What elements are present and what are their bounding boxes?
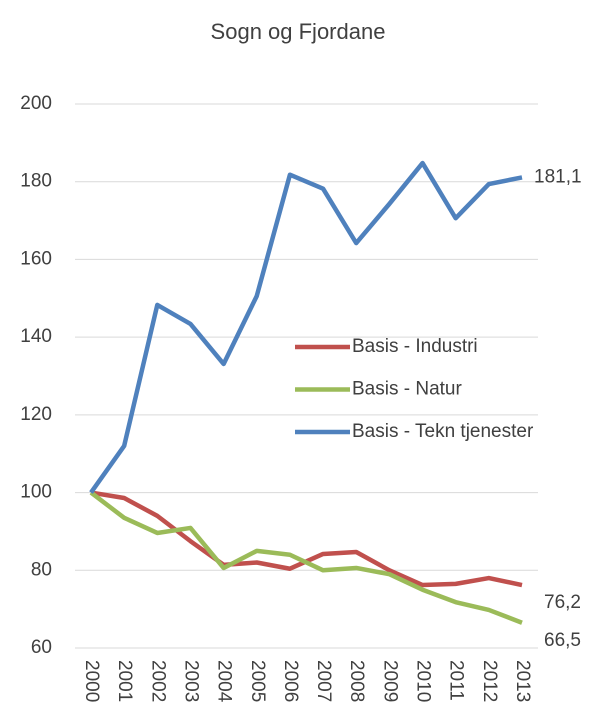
y-tick-label: 120	[20, 404, 52, 425]
x-tick-label: 2000	[81, 660, 102, 702]
series-line	[90, 490, 523, 588]
y-tick-label: 200	[20, 93, 52, 114]
chart-title: Sogn og Fjordane	[211, 19, 386, 44]
end-label: 76,2	[544, 592, 581, 613]
y-tick-label: 100	[20, 482, 52, 503]
x-tick-label: 2004	[214, 660, 235, 703]
legend-label: Basis - Industri	[352, 336, 478, 357]
x-tick-label: 2013	[512, 660, 533, 702]
y-tick-label: 80	[31, 559, 52, 580]
legend-label: Basis - Natur	[352, 379, 462, 400]
x-tick-label: 2003	[180, 660, 201, 702]
x-tick-label: 2009	[379, 660, 400, 702]
y-tick-label: 140	[20, 326, 52, 347]
x-tick-label: 2011	[446, 660, 467, 701]
legend-label: Basis - Tekn tjenester	[352, 421, 534, 442]
y-tick-label: 160	[20, 248, 52, 269]
x-tick-label: 2001	[114, 660, 135, 702]
x-tick-label: 2012	[479, 660, 500, 702]
x-tick-label: 2005	[247, 660, 268, 702]
series-line	[89, 490, 523, 625]
end-label: 66,5	[544, 630, 581, 651]
y-tick-label: 60	[31, 637, 52, 658]
y-tick-label: 180	[20, 171, 52, 192]
x-tick-label: 2007	[313, 660, 334, 702]
x-tick-label: 2010	[413, 660, 434, 702]
series-line	[89, 160, 523, 494]
x-tick-label: 2008	[346, 660, 367, 702]
x-tick-label: 2002	[147, 660, 168, 702]
x-tick-label: 2006	[280, 660, 301, 702]
end-label: 181,1	[534, 166, 582, 187]
